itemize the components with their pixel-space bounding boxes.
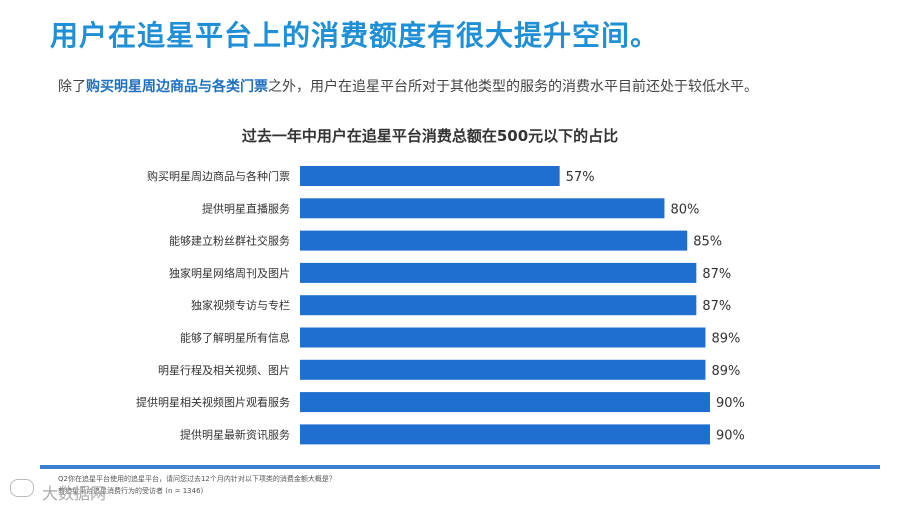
category-label: 明星行程及相关视频、图片 [158,363,290,377]
footnote-question: Q2你在追星平台使用的追星平台，请问您过去12个月内针对以下项类的消费金额大概是… [58,475,336,483]
data-label: 90% [716,396,745,411]
page-subtitle: 除了购买明星周边商品与各类门票之外，用户在追星平台所对于其他类型的服务的消费水平… [58,76,758,96]
category-label: 提供明星相关视频图片观看服务 [136,395,290,409]
data-label: 57% [566,170,595,185]
data-label: 85% [693,235,722,250]
chart-title: 过去一年中用户在追星平台消费总额在500元以下的占比 [242,127,618,145]
page-title: 用户在追星平台上的消费额度有很大提升空间。 [50,19,660,52]
footer-divider [40,465,880,469]
data-label: 90% [716,428,745,443]
category-label: 提供明星直播服务 [202,201,290,215]
category-label: 提供明星最新资讯服务 [180,427,290,441]
bar [300,262,697,283]
subtitle-highlight: 购买明星周边商品与各类门票 [86,79,268,95]
data-label: 89% [711,332,740,347]
category-label: 能够建立粉丝群社交服务 [169,234,290,248]
subtitle-suffix: 之外，用户在追星平台所对于其他类型的服务的消费水平目前还处于较低水平。 [268,79,758,95]
watermark-logo-icon [10,479,34,497]
category-label: 购买明星周边商品与各种门票 [147,169,290,183]
watermark-text: 大数据网 [42,484,107,503]
category-label: 能够了解明星所有信息 [180,331,290,345]
data-label: 87% [702,299,731,314]
category-label: 独家视频专访与专栏 [191,298,290,312]
bar [300,295,697,316]
data-label: 80% [670,202,699,217]
bar [300,198,665,219]
bar [300,327,706,348]
bar [300,230,688,251]
footnote-sample: 有追星平台追星消费行为的受访者 (n = 1346) [58,487,204,495]
data-label: 89% [711,364,740,379]
bar [300,359,706,380]
bar [300,166,560,186]
bar [300,424,710,445]
subtitle-prefix: 除了 [58,79,86,95]
data-label: 87% [702,267,731,282]
bar [300,392,710,413]
category-label: 独家明星网络周刊及图片 [169,266,290,280]
